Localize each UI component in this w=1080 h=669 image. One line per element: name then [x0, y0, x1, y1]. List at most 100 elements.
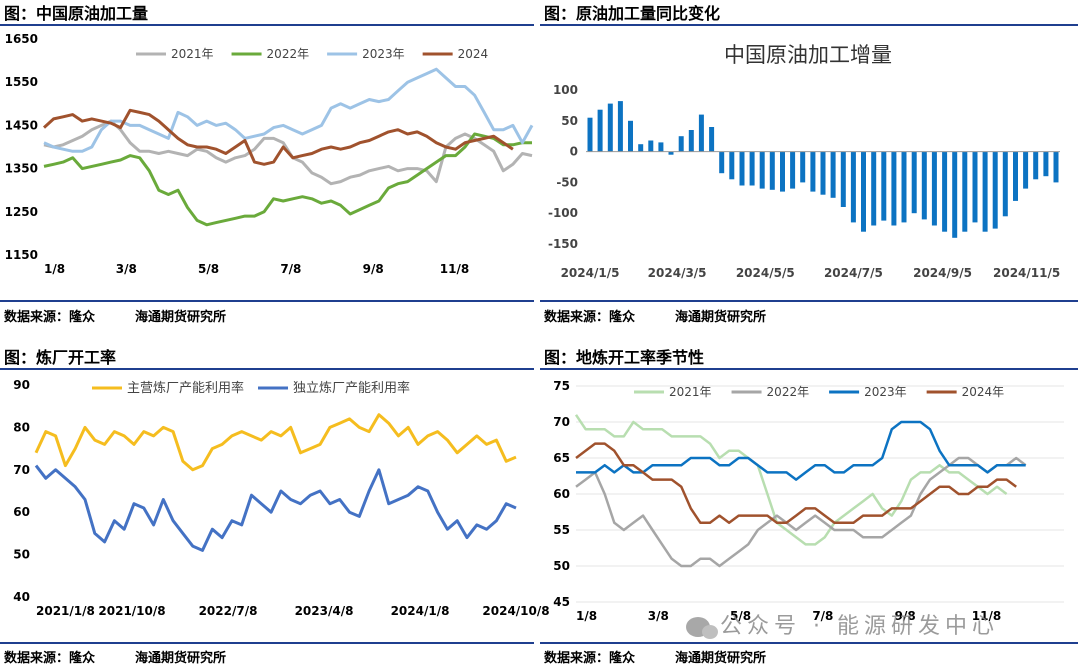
bar — [658, 142, 664, 152]
bar — [1033, 151, 1039, 180]
bar — [800, 151, 806, 183]
x-tick-label: 2024/11/5 — [993, 266, 1060, 280]
y-tick-label: 1150 — [5, 248, 38, 262]
bar — [739, 151, 745, 186]
panel1-source-org: 海通期货研究所 — [135, 310, 227, 325]
watermark: 公众号 · 能源研发中心 — [686, 608, 999, 640]
x-tick-label: 2024/1/5 — [561, 266, 620, 280]
bar — [881, 151, 887, 221]
bar — [921, 151, 927, 220]
y-tick-label: 55 — [553, 523, 570, 537]
bar — [1023, 151, 1029, 189]
bar — [709, 127, 715, 152]
panel4-source-org: 海通期货研究所 — [675, 651, 767, 666]
bar — [688, 130, 694, 152]
y-tick-label: 50 — [13, 548, 30, 562]
series-line — [575, 442, 1017, 525]
bar — [587, 117, 593, 152]
y-tick-label: 65 — [553, 451, 570, 465]
y-tick-label: 1650 — [5, 32, 38, 46]
y-tick-label: 90 — [13, 378, 30, 392]
y-tick-label: 60 — [13, 505, 30, 519]
panel3-chart: 40 50 60 70 80 90 2021/1/8 2021/10/8 2022/7/8 202… — [13, 378, 549, 618]
panel2-bottom-rule — [540, 300, 1078, 302]
bar — [840, 151, 846, 207]
panel3-source-org: 海通期货研究所 — [135, 651, 227, 666]
bar — [1043, 151, 1049, 177]
bar — [952, 151, 958, 238]
panel2-source-text: 数据来源：隆众 — [544, 310, 636, 325]
series-line — [43, 67, 534, 153]
legend-label: 2021年 — [171, 47, 214, 61]
y-tick-label: -50 — [556, 175, 578, 189]
bar — [982, 151, 988, 232]
panel4-rule — [540, 368, 1078, 370]
bar — [597, 109, 603, 152]
bar — [638, 144, 644, 152]
bar — [891, 151, 897, 226]
bar — [850, 151, 856, 223]
x-tick-label: 2024/1/8 — [391, 604, 450, 618]
bar — [628, 120, 633, 152]
y-tick-label: 50 — [553, 559, 570, 573]
bar — [830, 151, 836, 198]
bar — [607, 103, 613, 152]
y-tick-label: 45 — [553, 595, 570, 609]
bar — [962, 151, 968, 232]
wechat-icon — [686, 617, 718, 639]
series-line — [43, 132, 532, 227]
panel2-rule — [540, 24, 1078, 26]
bar — [719, 151, 725, 174]
x-tick-label: 2021/10/8 — [98, 604, 165, 618]
panel1-source-text: 数据来源：隆众 — [4, 310, 96, 325]
x-tick-label: 9/8 — [895, 609, 916, 623]
watermark-text: 公众号 · 能源研发中心 — [720, 614, 999, 639]
x-tick-label: 7/8 — [280, 262, 301, 276]
x-tick-label: 2024/7/5 — [824, 266, 883, 280]
legend-label: 2023年 — [864, 385, 907, 399]
bar — [790, 151, 796, 189]
bar — [972, 151, 978, 223]
x-tick-label: 3/8 — [648, 609, 669, 623]
panel3-title: 图：炼厂开工率 — [4, 348, 117, 367]
bar — [729, 151, 735, 180]
panel1-chart: 1150 1250 1350 1450 1550 1650 1/8 3/8 5/8 7/8 9/8 1… — [5, 32, 534, 276]
bar — [1002, 151, 1008, 217]
x-tick-label: 2024/5/5 — [736, 266, 795, 280]
panel3-source-text: 数据来源：隆众 — [4, 651, 96, 666]
y-tick-label: 70 — [553, 415, 570, 429]
x-tick-label: 2024/3/5 — [648, 266, 707, 280]
y-tick-label: 1250 — [5, 205, 38, 219]
y-tick-label: 50 — [561, 114, 578, 128]
panel1-rule — [0, 24, 534, 26]
legend-label: 2023年 — [362, 47, 405, 61]
panel4-source: 数据来源：隆众 海通期货研究所 — [544, 647, 766, 666]
bar — [749, 151, 755, 186]
bar — [780, 151, 785, 192]
x-tick-label: 1/8 — [576, 609, 597, 623]
x-tick-label: 7/8 — [812, 609, 833, 623]
x-tick-label: 2023/4/8 — [295, 604, 354, 618]
bar — [769, 151, 775, 190]
panel4-bottom-rule — [540, 642, 1078, 644]
panel2-source-org: 海通期货研究所 — [675, 310, 767, 325]
legend-label: 独立炼厂产能利用率 — [293, 380, 410, 396]
x-tick-label: 2024/9/5 — [913, 266, 972, 280]
y-tick-label: 60 — [553, 487, 570, 501]
bar — [668, 151, 674, 155]
panel3-rule — [0, 368, 534, 370]
series-line — [574, 414, 1008, 546]
chart-title: 中国原油加工增量 — [724, 43, 892, 67]
bar — [1013, 151, 1018, 201]
bar — [871, 151, 877, 226]
panel2-title: 图：原油加工量同比变化 — [544, 4, 721, 23]
legend-label: 主营炼厂产能利用率 — [127, 380, 244, 396]
y-tick-label: 70 — [13, 463, 30, 477]
bar — [648, 140, 654, 152]
x-tick-label: 3/8 — [116, 262, 137, 276]
bar — [901, 151, 907, 223]
y-tick-label: 75 — [553, 379, 570, 393]
series-line — [34, 464, 517, 552]
panel3-bottom-rule — [0, 642, 534, 644]
bar — [992, 151, 998, 229]
